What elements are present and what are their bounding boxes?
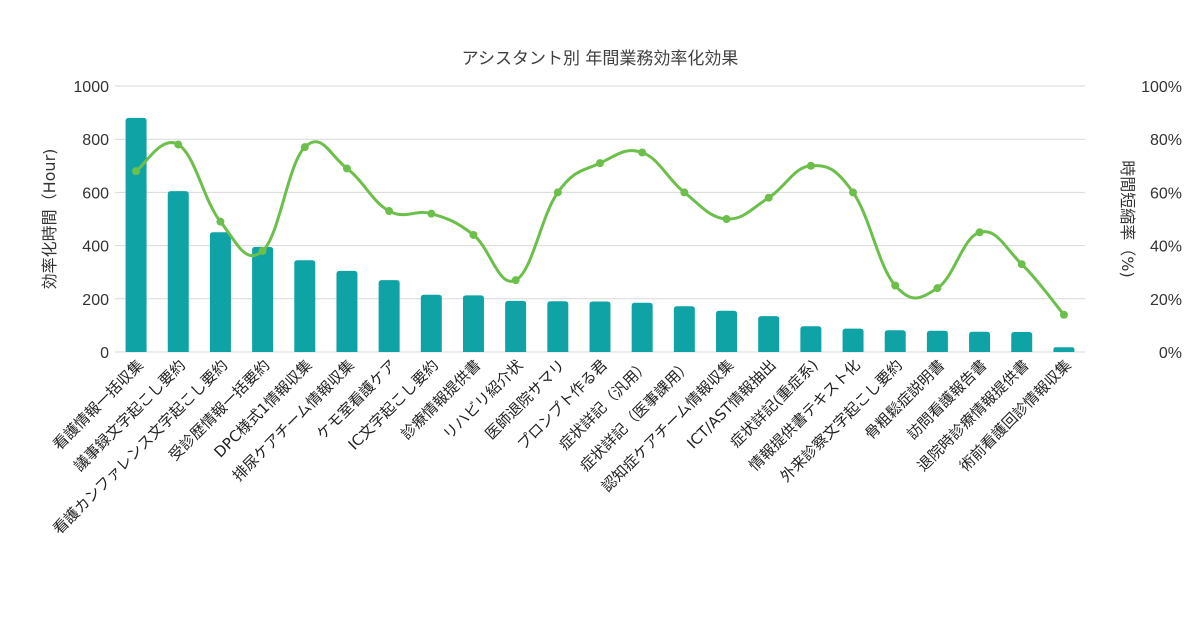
line-point	[596, 159, 604, 168]
bar	[1053, 347, 1075, 352]
category-labels: 看護情報一括収集議事録文字起こし要約看護カンファレンス文字起こし要約受診歴情報一…	[49, 356, 1074, 538]
y-axis-label: 効率化時間（Hour)	[40, 149, 59, 290]
bar	[716, 310, 738, 352]
y-tick-label: 0	[100, 345, 109, 362]
bar	[294, 260, 316, 352]
line-point	[891, 281, 900, 290]
line-point	[553, 188, 562, 197]
bar	[842, 328, 864, 352]
axis-ticks: 0 0% 200 20% 400 40% 600 60% 800 80% 1000 100%	[73, 79, 1182, 362]
bar	[167, 191, 189, 352]
line-point	[975, 228, 984, 237]
bar	[884, 330, 906, 352]
bar	[420, 294, 442, 352]
line-point	[722, 215, 731, 223]
bar	[589, 301, 611, 352]
chart-title: アシスタント別 年間業務効率化効果	[462, 49, 739, 69]
line-point	[258, 246, 267, 255]
line-point	[680, 188, 689, 197]
bar	[800, 326, 822, 352]
bar	[631, 302, 653, 352]
bar	[378, 280, 400, 352]
y-tick-label: 600	[82, 185, 109, 202]
line-point	[933, 284, 942, 293]
category-label: 看護カンファレンス文字起こし要約	[49, 356, 231, 538]
y2-tick-label: 80%	[1150, 132, 1182, 149]
line-point	[511, 276, 520, 285]
y-tick-label: 200	[82, 292, 109, 309]
y2-tick-label: 40%	[1150, 239, 1182, 256]
line-point	[427, 209, 436, 218]
line-point	[806, 161, 815, 170]
y2-tick-label: 100%	[1141, 79, 1182, 96]
bar	[505, 300, 527, 352]
line-point	[216, 217, 225, 226]
line-point	[300, 143, 309, 152]
bar	[462, 295, 484, 352]
line-point	[1059, 310, 1068, 319]
line-point	[638, 148, 647, 157]
line-series-path	[135, 140, 1066, 316]
bar	[673, 306, 695, 352]
gridlines	[115, 85, 1085, 353]
line-point	[385, 207, 394, 216]
y2-tick-label: 20%	[1150, 292, 1182, 309]
y-tick-label: 400	[82, 239, 109, 256]
line-point	[1017, 260, 1026, 269]
bar	[336, 270, 358, 352]
bar	[926, 330, 948, 352]
line-point	[342, 164, 351, 173]
y-tick-label: 800	[82, 132, 109, 149]
line-point	[469, 230, 478, 239]
line-point	[764, 193, 773, 202]
bar-series	[125, 117, 1075, 352]
line-point	[132, 167, 141, 176]
y2-tick-label: 60%	[1150, 185, 1182, 202]
bar	[758, 316, 780, 352]
bar	[1011, 332, 1033, 352]
y2-tick-label: 0%	[1159, 345, 1182, 362]
y-tick-label: 1000	[73, 79, 109, 96]
bar	[209, 232, 231, 352]
bar	[252, 246, 274, 352]
line-point	[174, 140, 183, 149]
bar	[125, 117, 147, 352]
bar	[969, 331, 991, 352]
line-series	[132, 140, 1068, 319]
line-point	[849, 188, 858, 197]
y2-axis-label: 時間短縮率（%)	[1118, 160, 1137, 277]
bar	[547, 301, 569, 352]
